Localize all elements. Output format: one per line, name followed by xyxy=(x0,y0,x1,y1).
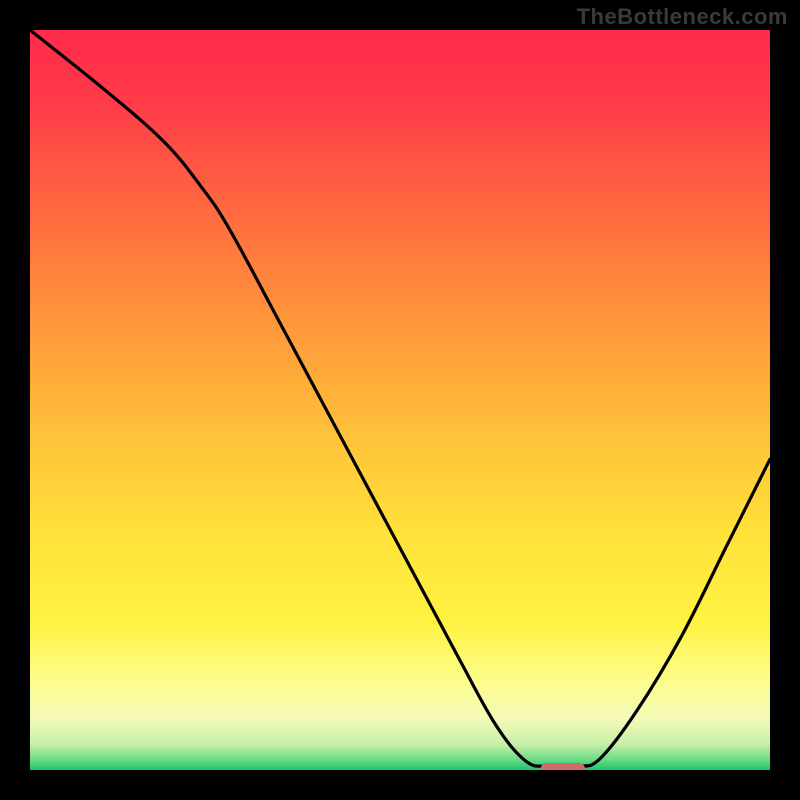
gradient-background-rect xyxy=(30,30,770,770)
bottleneck-chart xyxy=(30,30,770,770)
optimal-range-marker xyxy=(541,763,585,770)
chart-frame: TheBottleneck.com xyxy=(0,0,800,800)
watermark-text: TheBottleneck.com xyxy=(577,4,788,30)
